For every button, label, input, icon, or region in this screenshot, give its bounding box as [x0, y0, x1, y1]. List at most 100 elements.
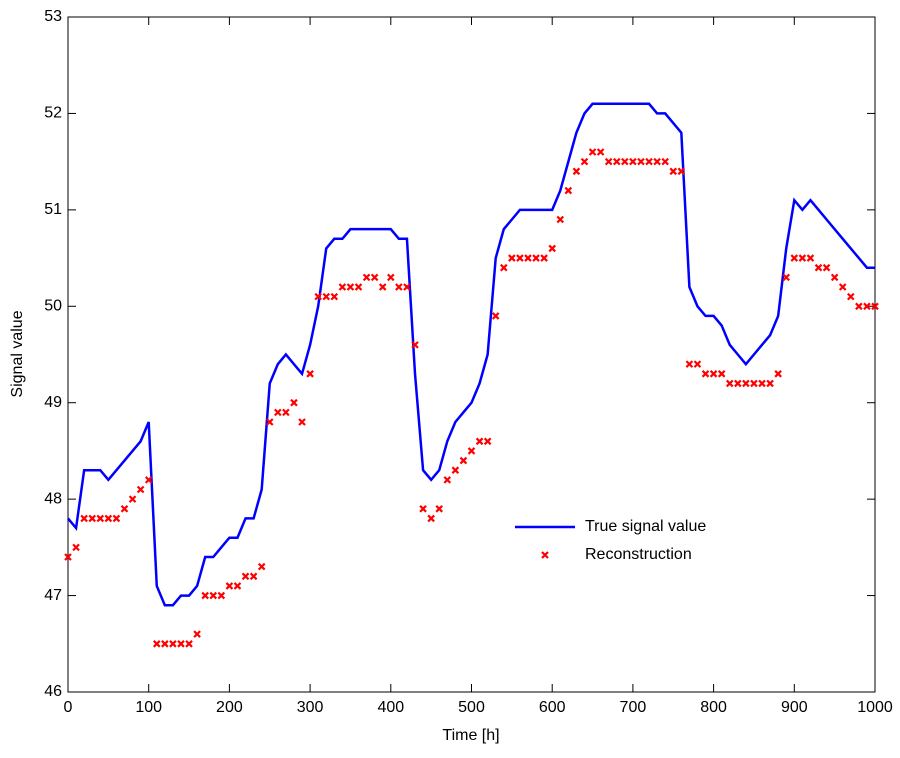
data-point — [750, 379, 758, 388]
data-point — [871, 302, 879, 311]
data-point — [637, 157, 645, 166]
data-point — [144, 476, 153, 484]
data-point — [322, 292, 331, 301]
data-point — [500, 263, 508, 272]
data-point — [475, 437, 484, 446]
data-point — [241, 572, 250, 581]
y-tick-label: 46 — [44, 683, 62, 700]
data-point — [257, 562, 266, 571]
y-tick-label: 53 — [44, 8, 62, 25]
data-point — [96, 514, 105, 523]
data-point — [427, 514, 435, 523]
data-point — [709, 370, 718, 378]
data-point — [136, 485, 145, 494]
y-tick-label: 48 — [44, 490, 62, 507]
x-tick-label: 200 — [216, 699, 243, 716]
data-point — [564, 186, 573, 195]
data-point — [798, 254, 807, 262]
data-point — [104, 514, 113, 523]
data-point — [612, 157, 621, 166]
data-point — [274, 408, 282, 417]
data-point — [556, 215, 565, 224]
data-point — [677, 167, 686, 176]
data-point — [346, 283, 355, 291]
data-point — [830, 273, 839, 282]
data-point — [588, 148, 597, 156]
data-point — [249, 572, 258, 581]
data-point — [524, 254, 532, 262]
data-point — [282, 408, 290, 417]
x-tick-label: 900 — [781, 699, 808, 716]
data-point — [403, 283, 411, 291]
data-point — [685, 360, 694, 368]
data-point — [491, 312, 500, 320]
data-point — [669, 167, 678, 176]
y-tick-label: 49 — [44, 394, 62, 411]
data-point — [629, 157, 637, 166]
data-point — [516, 254, 524, 262]
data-point — [459, 456, 468, 465]
data-point — [540, 254, 548, 262]
data-point — [725, 379, 734, 388]
data-point — [64, 553, 72, 561]
data-point — [88, 514, 96, 523]
data-point — [290, 398, 298, 407]
data-point — [604, 157, 613, 166]
data-point — [758, 379, 766, 388]
data-point — [152, 640, 161, 648]
data-point — [742, 379, 750, 388]
data-point — [298, 418, 306, 426]
data-point — [532, 254, 540, 262]
data-point — [790, 254, 799, 262]
data-point — [717, 370, 726, 378]
data-point — [395, 283, 403, 291]
data-point — [572, 167, 581, 176]
data-point — [863, 302, 871, 311]
data-point — [782, 273, 791, 282]
data-point — [855, 302, 863, 311]
data-point — [734, 379, 742, 388]
data-line — [67, 102, 875, 607]
data-point — [621, 157, 629, 166]
data-point — [169, 640, 177, 648]
data-point — [120, 505, 129, 513]
x-tick-label: 100 — [135, 699, 162, 716]
x-tick-label: 800 — [700, 699, 727, 716]
y-tick-label: 52 — [44, 105, 62, 122]
x-tick-label: 600 — [539, 699, 566, 716]
y-tick-label: 51 — [44, 201, 62, 218]
data-point — [330, 292, 339, 301]
data-point — [161, 640, 169, 648]
data-point — [467, 447, 476, 455]
x-axis-label: Time [h] — [442, 727, 499, 744]
data-point — [209, 591, 218, 600]
data-point — [508, 254, 516, 262]
data-point — [596, 148, 605, 156]
data-point — [435, 505, 443, 513]
data-point — [814, 263, 823, 272]
data-point — [483, 437, 492, 446]
data-point — [806, 254, 815, 262]
data-point — [217, 591, 226, 600]
data-point — [112, 514, 121, 523]
data-point — [580, 157, 589, 166]
x-tick-label: 300 — [297, 699, 324, 716]
x-tick-label: 500 — [458, 699, 485, 716]
y-axis-label: Signal value — [9, 310, 26, 397]
data-point — [419, 505, 427, 513]
data-point — [265, 418, 274, 426]
data-point — [354, 283, 363, 291]
data-point — [185, 640, 193, 648]
data-point — [451, 466, 460, 474]
legend-swatch — [541, 551, 549, 559]
data-point — [693, 360, 702, 368]
x-tick-label: 700 — [620, 699, 647, 716]
data-point — [370, 273, 379, 282]
data-point — [128, 495, 137, 503]
data-point — [847, 292, 855, 301]
data-point — [548, 244, 556, 253]
data-point — [387, 273, 395, 282]
y-tick-label: 50 — [44, 298, 62, 315]
x-tick-label: 400 — [377, 699, 404, 716]
